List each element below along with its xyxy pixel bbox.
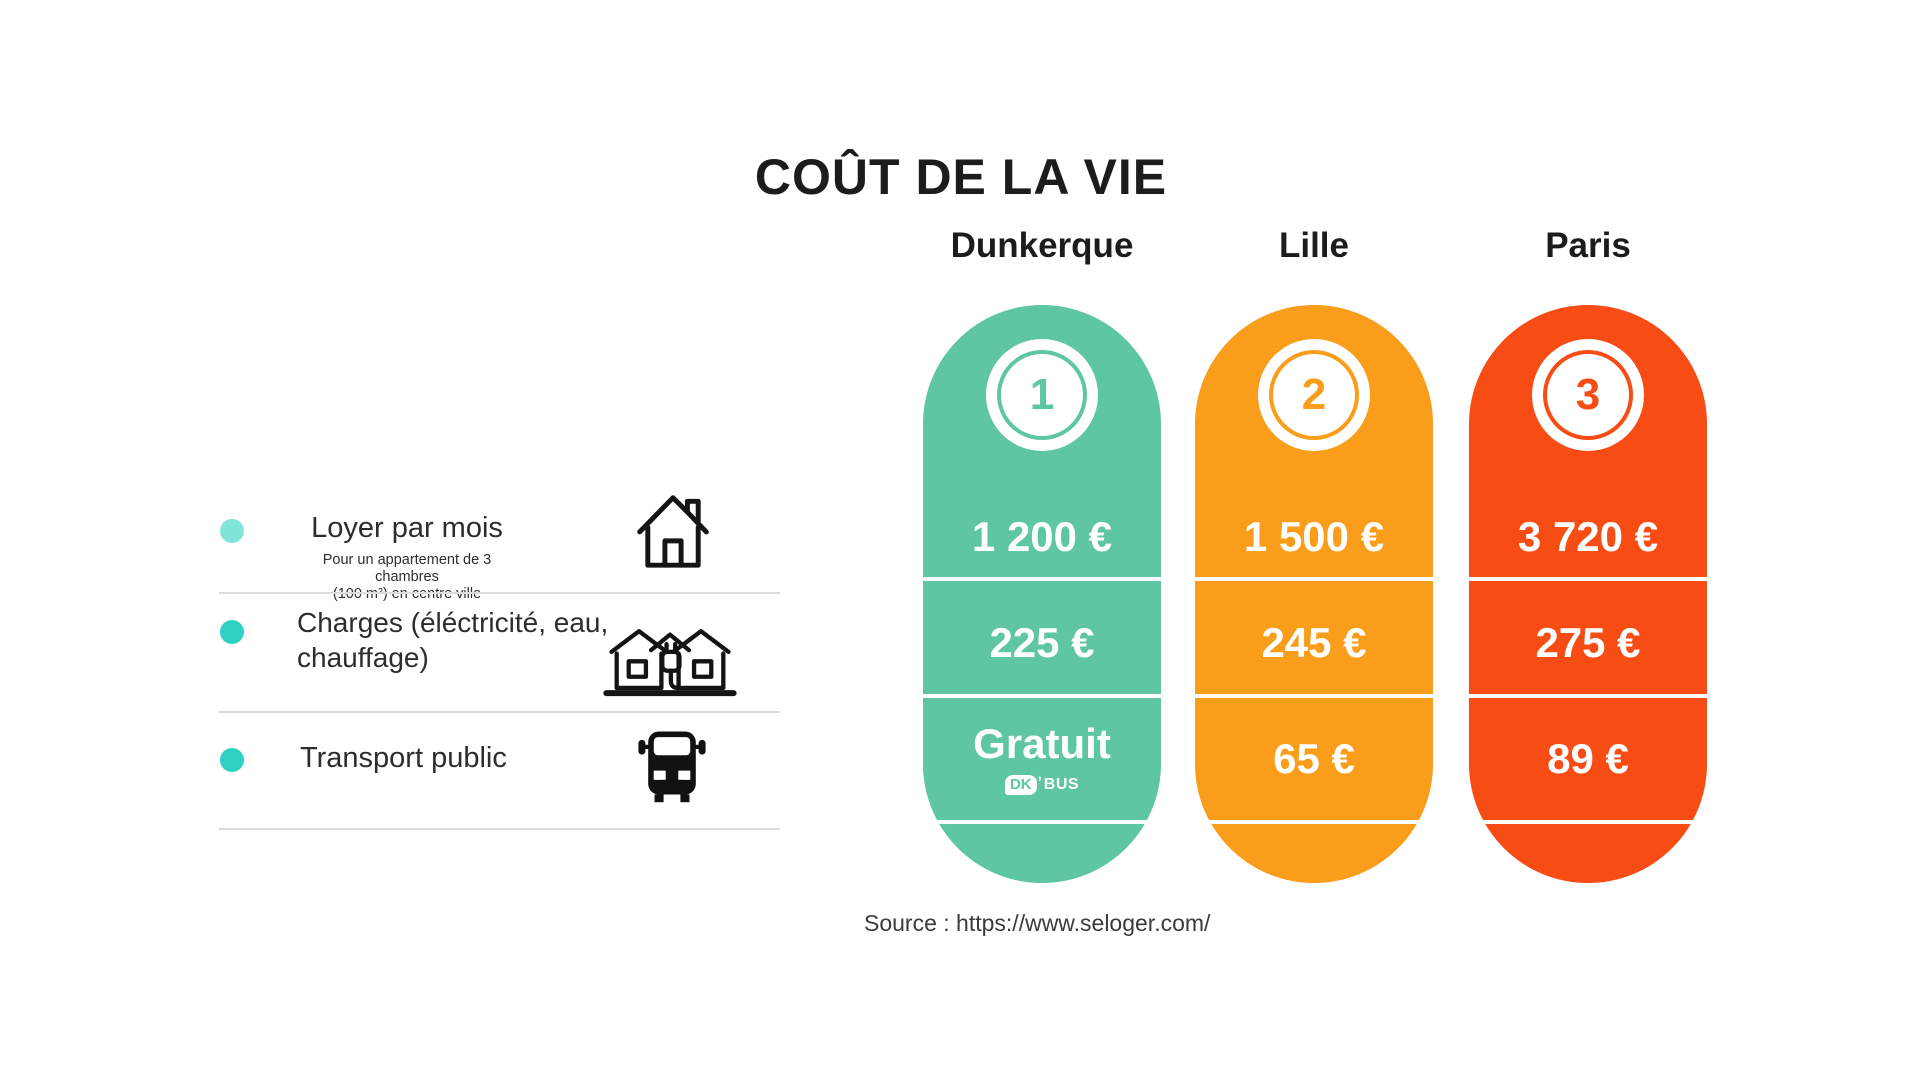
row-separator	[1195, 577, 1433, 581]
transport-cell: 65 €	[1195, 700, 1433, 818]
legend-charges-label: Charges (éléctricité, eau, chauffage)	[297, 607, 609, 673]
transport-value: Gratuit	[973, 720, 1111, 767]
rank-number: 2	[1301, 370, 1327, 419]
dkbus-logo-apostrophe: ʼ	[1037, 773, 1042, 791]
rank-ring-icon	[1543, 350, 1633, 440]
dkbus-logo: DK ʼ BUS	[1004, 773, 1080, 797]
dkbus-logo-dk: DK	[1004, 775, 1037, 795]
bus-icon	[638, 731, 706, 803]
row-separator	[1469, 577, 1707, 581]
row-separator	[1195, 820, 1433, 824]
row-separator	[1469, 820, 1707, 824]
charges-value: 245 €	[1261, 619, 1367, 666]
cost-column-paris: 3 3 720 € 275 € 89 €	[1469, 305, 1707, 883]
legend-divider	[219, 711, 780, 713]
city-header-dunkerque: Dunkerque	[950, 226, 1134, 265]
legend-divider	[219, 592, 780, 594]
rent-value: 1 500 €	[1243, 513, 1385, 560]
rank-badge: 3	[1532, 339, 1644, 451]
charges-value: 225 €	[989, 619, 1095, 666]
rank-ring-icon	[997, 350, 1087, 440]
legend-bullet-charges	[220, 620, 244, 644]
legend-rent-subtext-line1: Pour un appartement de 3 chambres	[322, 552, 492, 585]
charges-value: 275 €	[1535, 619, 1641, 666]
row-separator	[1195, 694, 1433, 698]
rank-ring-icon	[1269, 350, 1359, 440]
transport-value: 89 €	[1547, 735, 1629, 782]
rank-number: 1	[1029, 370, 1055, 419]
row-separator	[923, 577, 1161, 581]
house-icon	[637, 495, 709, 568]
page-title: COÛT DE LA VIE	[754, 149, 1168, 205]
rank-badge: 2	[1258, 339, 1370, 451]
cost-column-dunkerque: 1 1 200 € 225 € Gratuit DK ʼ BUS	[923, 305, 1161, 883]
electric-houses-icon	[603, 629, 737, 697]
city-header-paris: Paris	[1545, 226, 1631, 265]
transport-cell: Gratuit DK ʼ BUS	[923, 700, 1161, 818]
legend-bullet-rent	[220, 519, 244, 543]
legend-rent-subtext-line2: (100 m²) en centre ville	[332, 586, 482, 602]
legend-transport-label: Transport public	[300, 742, 507, 774]
rank-number: 3	[1575, 370, 1601, 419]
cost-column-lille: 2 1 500 € 245 € 65 €	[1195, 305, 1433, 883]
row-separator	[923, 820, 1161, 824]
row-separator	[923, 694, 1161, 698]
dkbus-logo-bus: BUS	[1043, 776, 1080, 793]
transport-value: 65 €	[1273, 735, 1355, 782]
source-text: Source : https://www.seloger.com/	[864, 910, 1211, 936]
legend-rent: Loyer par mois Pour un appartement de 3 …	[293, 512, 521, 603]
transport-cell: 89 €	[1469, 700, 1707, 818]
rent-value: 1 200 €	[971, 513, 1113, 560]
legend-divider	[219, 828, 780, 830]
legend-rent-subtext: Pour un appartement de 3 chambres (100 m…	[293, 552, 521, 603]
legend-rent-label: Loyer par mois	[311, 512, 503, 544]
rank-badge: 1	[986, 339, 1098, 451]
city-header-lille: Lille	[1278, 226, 1350, 265]
rent-value: 3 720 €	[1517, 513, 1659, 560]
legend-bullet-transport	[220, 748, 244, 772]
row-separator	[1469, 694, 1707, 698]
